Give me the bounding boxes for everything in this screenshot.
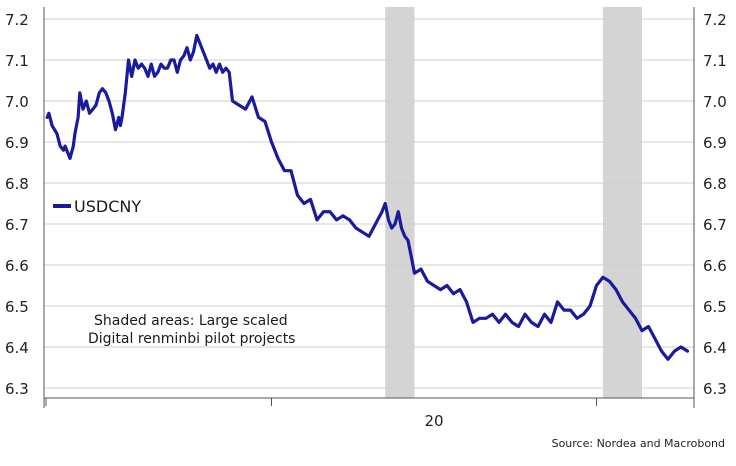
y-tick-left-5: 6.7 — [5, 216, 29, 234]
x-tick-label-20: 20 — [424, 412, 443, 430]
y-tick-left-3: 6.9 — [5, 134, 29, 152]
x-axis-ticks: 2021 — [45, 398, 597, 430]
shaded-periods — [385, 7, 642, 398]
legend: USDCNY — [53, 197, 141, 216]
y-tick-left-7: 6.5 — [5, 298, 29, 316]
y-axis-right-ticks: 7.2 7.1 7.0 6.9 6.8 6.7 6.6 6.5 6.4 6.3 — [703, 11, 727, 398]
series-line-usdcny — [45, 33, 690, 361]
shaded-period-2 — [603, 7, 642, 398]
source-note: Source: Nordea and Macrobond — [552, 437, 725, 450]
y-tick-left-1: 7.1 — [5, 52, 29, 70]
y-tick-right-3: 6.9 — [703, 134, 727, 152]
y-tick-left-9: 6.3 — [5, 380, 29, 398]
gridlines — [44, 18, 694, 389]
y-tick-right-2: 7.0 — [703, 93, 727, 111]
y-tick-left-0: 7.2 — [5, 11, 29, 29]
note-line-1: Shaded areas: Large scaled — [94, 313, 288, 329]
y-tick-left-6: 6.6 — [5, 257, 29, 275]
series-lines — [45, 33, 690, 361]
y-tick-right-6: 6.6 — [703, 257, 727, 275]
y-tick-right-0: 7.2 — [703, 11, 727, 29]
y-tick-left-2: 7.0 — [5, 93, 29, 111]
y-axis-left-ticks: 7.2 7.1 7.0 6.9 6.8 6.7 6.6 6.5 6.4 6.3 — [5, 11, 29, 398]
y-tick-right-1: 7.1 — [703, 52, 727, 70]
y-tick-right-7: 6.5 — [703, 298, 727, 316]
y-tick-left-8: 6.4 — [5, 339, 29, 357]
shaded-period-1 — [385, 7, 415, 398]
y-tick-right-4: 6.8 — [703, 175, 727, 193]
axes — [43, 7, 695, 408]
legend-label-usdcny: USDCNY — [74, 197, 141, 216]
y-tick-right-8: 6.4 — [703, 339, 727, 357]
y-tick-left-4: 6.8 — [5, 175, 29, 193]
y-tick-right-9: 6.3 — [703, 380, 727, 398]
shaded-areas-note: Shaded areas: Large scaled Digital renmi… — [88, 313, 295, 347]
note-line-2: Digital renminbi pilot projects — [88, 331, 295, 347]
y-tick-right-5: 6.7 — [703, 216, 727, 234]
